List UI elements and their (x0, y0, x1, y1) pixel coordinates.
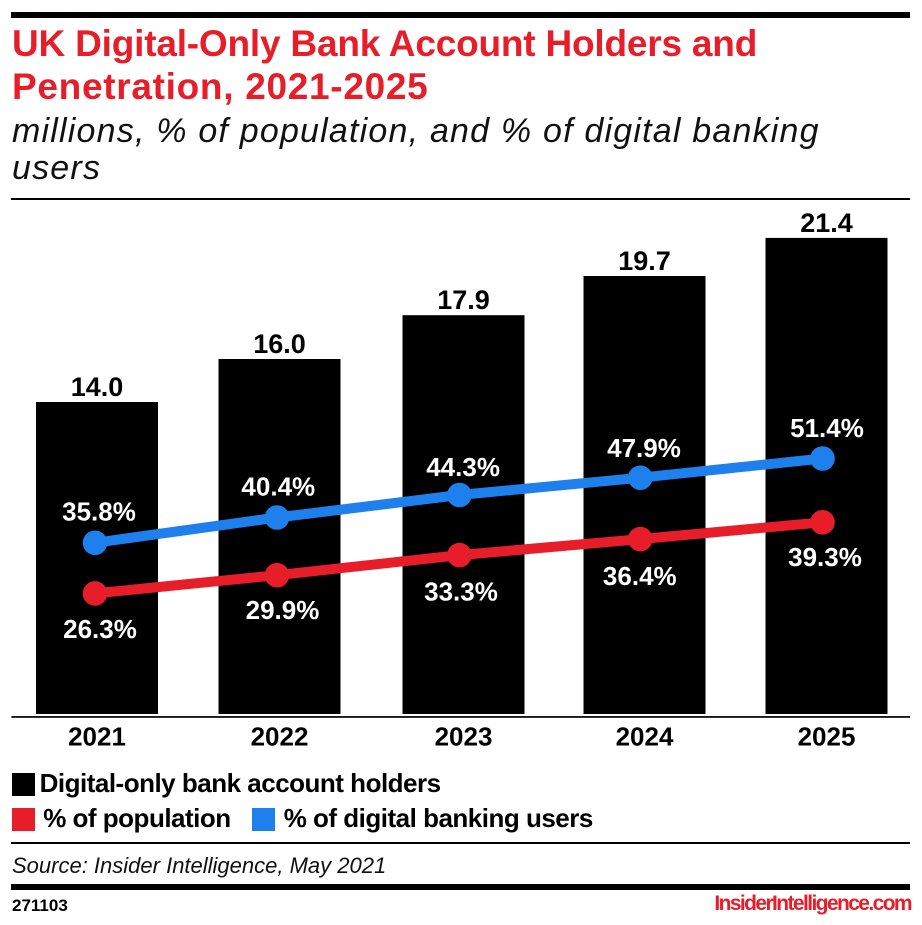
svg-text:14.0: 14.0 (71, 372, 124, 402)
svg-text:21.4: 21.4 (800, 208, 853, 238)
svg-text:26.3%: 26.3% (63, 614, 137, 644)
svg-text:36.4%: 36.4% (603, 561, 677, 591)
svg-text:51.4%: 51.4% (790, 413, 864, 443)
svg-text:39.3%: 39.3% (788, 542, 862, 572)
svg-text:44.3%: 44.3% (426, 452, 500, 482)
svg-text:19.7: 19.7 (618, 246, 671, 276)
svg-text:29.9%: 29.9% (246, 595, 320, 625)
svg-text:2025: 2025 (798, 722, 856, 752)
svg-text:2024: 2024 (616, 722, 674, 752)
svg-text:47.9%: 47.9% (607, 433, 681, 463)
svg-text:2023: 2023 (435, 722, 493, 752)
svg-text:40.4%: 40.4% (241, 471, 315, 501)
svg-text:16.0: 16.0 (253, 329, 306, 359)
svg-text:2022: 2022 (251, 722, 309, 752)
svg-text:2021: 2021 (68, 722, 126, 752)
svg-text:35.8%: 35.8% (62, 497, 136, 527)
svg-text:33.3%: 33.3% (424, 576, 498, 606)
svg-text:17.9: 17.9 (437, 285, 490, 315)
